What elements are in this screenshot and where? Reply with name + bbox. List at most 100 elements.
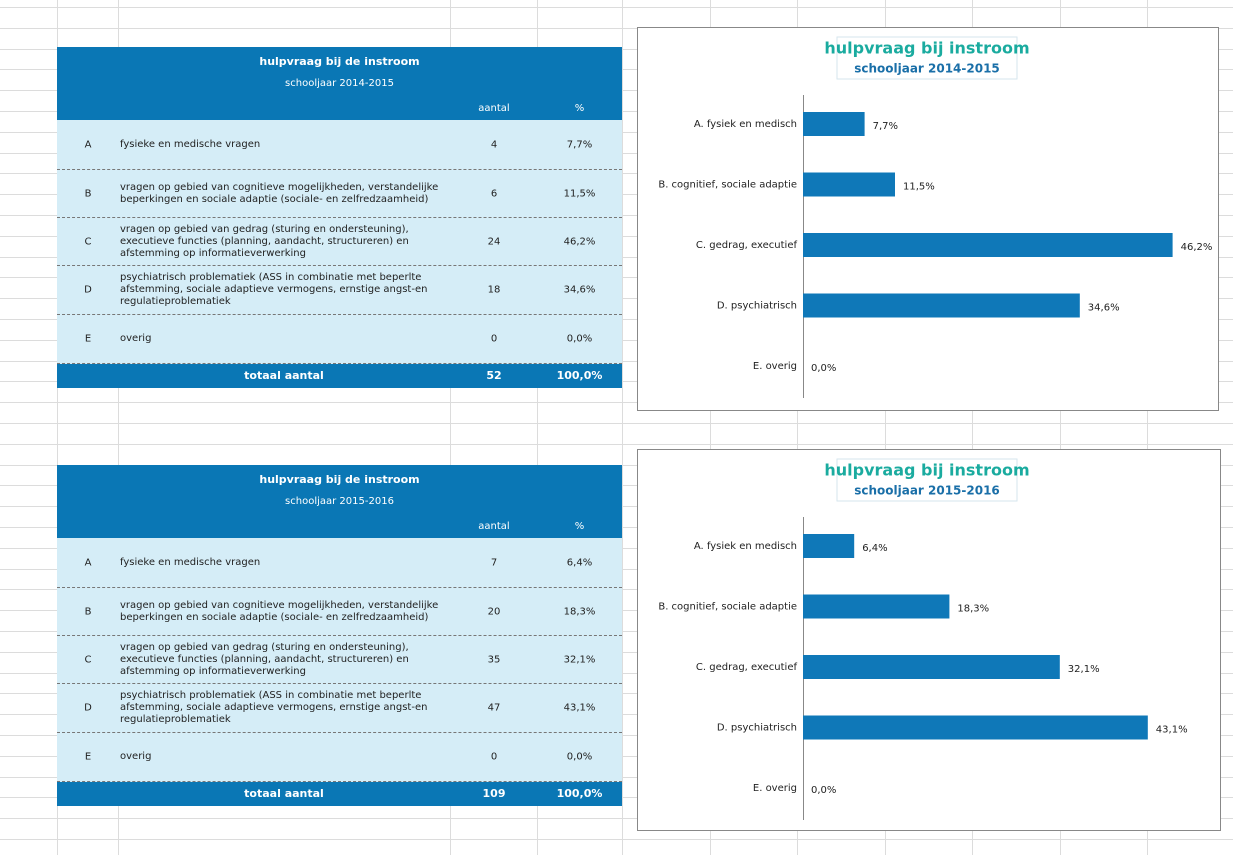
bar xyxy=(803,293,1080,318)
row-count: 35 xyxy=(487,654,501,665)
row-letter: E xyxy=(84,751,92,763)
bar xyxy=(803,233,1173,257)
row-description: fysieke en medische vragen xyxy=(120,556,261,568)
row-percent: 46,2% xyxy=(563,236,596,247)
total-percent: 100,0% xyxy=(556,369,603,382)
value-label: 11,5% xyxy=(903,182,935,193)
title-box xyxy=(836,458,1018,502)
row-description: vragen op gebied van cognitieve mogelijk… xyxy=(120,181,439,205)
value-label: 0,0% xyxy=(811,363,836,374)
total-label: totaal aantal xyxy=(244,787,324,800)
table-title: hulpvraag bij de instroom xyxy=(259,55,420,68)
row-count: 6 xyxy=(490,188,498,199)
total-percent: 100,0% xyxy=(556,787,603,800)
row-count: 24 xyxy=(487,236,501,247)
row-percent: 0,0% xyxy=(566,751,593,763)
table-header: hulpvraag bij de instroom schooljaar 2015… xyxy=(57,465,622,538)
column-header: aantal xyxy=(478,103,510,114)
category-label: E. overig xyxy=(753,361,797,372)
row-description: psychiatrisch problematiek (ASS in combi… xyxy=(120,690,428,725)
row-description: vragen op gebied van gedrag (sturing en … xyxy=(120,223,409,259)
row-letter: B xyxy=(84,606,92,617)
total-label: totaal aantal xyxy=(244,369,324,382)
row-count: 0 xyxy=(490,751,498,763)
row-letter: A xyxy=(84,139,92,150)
row-count: 47 xyxy=(487,702,501,714)
row-letter: D xyxy=(84,702,92,714)
chart-subtitle: schooljaar 2014-2015 xyxy=(854,62,1000,76)
bar xyxy=(803,655,1060,679)
data-table: hulpvraag bij de instroom schooljaar 2014… xyxy=(57,47,622,388)
row-letter: A xyxy=(84,557,92,568)
bar xyxy=(803,594,950,619)
chart-subtitle: schooljaar 2015-2016 xyxy=(854,484,1000,498)
row-letter: D xyxy=(84,284,92,296)
row-letter: C xyxy=(84,236,92,247)
row-letter: C xyxy=(84,654,92,665)
row-count: 4 xyxy=(490,139,498,150)
bar xyxy=(803,172,895,197)
row-percent: 32,1% xyxy=(563,654,596,665)
table-subtitle: schooljaar 2015-2016 xyxy=(285,496,394,507)
value-label: 32,1% xyxy=(1068,664,1100,675)
table-title: hulpvraag bij de instroom xyxy=(259,473,420,486)
row-percent: 0,0% xyxy=(566,333,593,345)
category-label: D. psychiatrisch xyxy=(717,301,797,312)
category-label: A. fysiek en medisch xyxy=(694,119,797,130)
row-percent: 34,6% xyxy=(563,284,596,296)
table-total: totaal aantal 109 100,0% xyxy=(57,782,622,806)
column-header: % xyxy=(574,103,585,114)
total-count: 52 xyxy=(486,369,502,382)
value-label: 0,0% xyxy=(811,785,836,796)
category-label: C. gedrag, executief xyxy=(696,240,798,251)
bar xyxy=(803,534,855,558)
category-label: E. overig xyxy=(753,783,797,794)
row-description: psychiatrisch problematiek (ASS in combi… xyxy=(120,272,428,307)
category-label: D. psychiatrisch xyxy=(717,723,797,734)
chart-frame xyxy=(637,27,1219,411)
chart-title: hulpvraag bij instroom xyxy=(824,39,1029,58)
value-label: 18,3% xyxy=(957,604,989,615)
total-count: 109 xyxy=(482,787,506,800)
bar xyxy=(803,715,1148,740)
category-label: C. gedrag, executief xyxy=(696,662,798,673)
row-letter: E xyxy=(84,333,92,345)
row-description: vragen op gebied van gedrag (sturing en … xyxy=(120,641,409,677)
row-letter: B xyxy=(84,188,92,199)
value-label: 34,6% xyxy=(1088,303,1120,314)
row-percent: 11,5% xyxy=(563,188,596,199)
column-header: % xyxy=(574,521,585,532)
row-description: vragen op gebied van cognitieve mogelijk… xyxy=(120,599,439,623)
data-table: hulpvraag bij de instroom schooljaar 2015… xyxy=(57,465,622,806)
value-label: 46,2% xyxy=(1181,242,1213,253)
category-label: A. fysiek en medisch xyxy=(694,541,797,552)
value-label: 43,1% xyxy=(1156,725,1188,736)
row-percent: 7,7% xyxy=(566,139,593,150)
row-count: 7 xyxy=(490,557,498,568)
column-header: aantal xyxy=(478,521,510,532)
value-label: 7,7% xyxy=(873,121,898,132)
category-label: B. cognitief, sociale adaptie xyxy=(658,180,797,191)
row-count: 18 xyxy=(487,284,501,296)
row-percent: 43,1% xyxy=(563,702,596,714)
table-total: totaal aantal 52 100,0% xyxy=(57,364,622,388)
title-box xyxy=(836,36,1018,80)
row-description: fysieke en medische vragen xyxy=(120,138,261,150)
row-count: 20 xyxy=(487,606,501,617)
chart-title: hulpvraag bij instroom xyxy=(824,461,1029,480)
table-subtitle: schooljaar 2014-2015 xyxy=(285,78,394,89)
row-percent: 18,3% xyxy=(563,606,596,617)
table-header: hulpvraag bij de instroom schooljaar 2014… xyxy=(57,47,622,120)
